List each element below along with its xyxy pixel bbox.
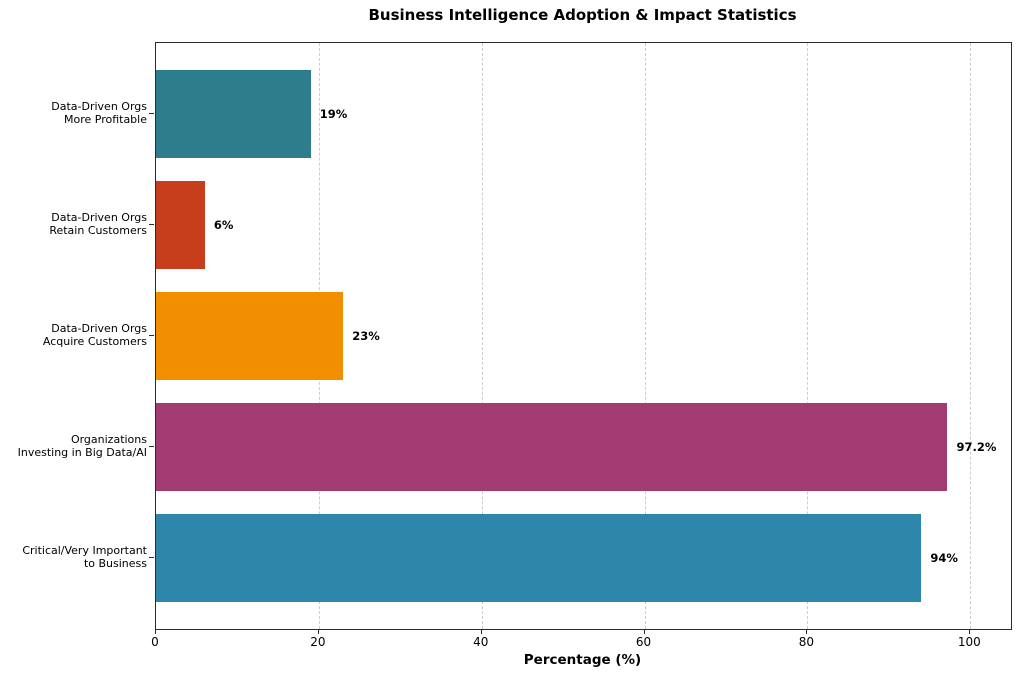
x-tick-mark: [806, 629, 808, 634]
x-tick-label: 100: [957, 635, 981, 649]
bar-value-label: 97.2%: [956, 440, 997, 454]
y-tick-mark: [149, 557, 154, 558]
y-tick-label-line: Acquire Customers: [42, 335, 147, 348]
y-tick-label: Organizations Investing in Big Data/AI: [0, 433, 147, 459]
y-tick-label-line: Data-Driven Orgs: [51, 100, 147, 113]
x-tick-label: 0: [151, 635, 159, 649]
y-tick-label: Data-Driven Orgs Acquire Customers: [0, 322, 147, 348]
grid-line: [644, 43, 646, 629]
bar-value-label: 23%: [352, 329, 380, 343]
y-tick-mark: [149, 224, 154, 225]
bar: [156, 403, 948, 491]
x-tick-label: 20: [310, 635, 326, 649]
grid-line: [970, 43, 972, 629]
chart-title: Business Intelligence Adoption & Impact …: [368, 6, 797, 24]
y-tick-mark: [149, 335, 154, 336]
bar-value-label: 6%: [213, 218, 234, 232]
bar: [156, 292, 344, 380]
y-tick-label-line: Organizations: [70, 433, 147, 446]
x-tick-label: 80: [798, 635, 815, 649]
x-axis-title: Percentage (%): [523, 652, 642, 668]
y-tick-label-line: to Business: [83, 557, 147, 570]
y-tick-label: Data-Driven Orgs More Profitable: [0, 100, 147, 126]
bar-value-label: 19%: [319, 107, 348, 121]
plot-area: 19% 6% 23% 97.2% 94%: [155, 42, 1012, 630]
bar: [156, 181, 205, 269]
y-tick-label-line: Critical/Very Important: [22, 544, 147, 557]
x-tick-label: 40: [473, 635, 489, 649]
y-tick-mark: [149, 113, 154, 114]
y-tick-label-line: Data-Driven Orgs: [51, 211, 147, 224]
x-tick-mark: [643, 629, 645, 634]
y-tick-label-line: More Profitable: [63, 113, 147, 126]
grid-line: [807, 43, 809, 629]
x-tick-mark: [155, 629, 156, 634]
x-tick-mark: [969, 629, 971, 634]
y-tick-label-line: Data-Driven Orgs: [51, 322, 147, 335]
grid-line: [481, 43, 483, 629]
bar: [156, 70, 311, 158]
bar-value-label: 94%: [930, 551, 958, 565]
x-tick-mark: [480, 629, 482, 634]
y-tick-label: Critical/Very Important to Business: [0, 544, 147, 570]
y-tick-label-line: Investing in Big Data/AI: [17, 446, 147, 459]
y-tick-label: Data-Driven Orgs Retain Customers: [0, 211, 147, 237]
bar: [156, 514, 922, 602]
x-tick-label: 60: [635, 635, 652, 649]
y-tick-label-line: Retain Customers: [49, 224, 147, 237]
y-tick-mark: [149, 446, 154, 447]
x-tick-mark: [317, 629, 319, 634]
